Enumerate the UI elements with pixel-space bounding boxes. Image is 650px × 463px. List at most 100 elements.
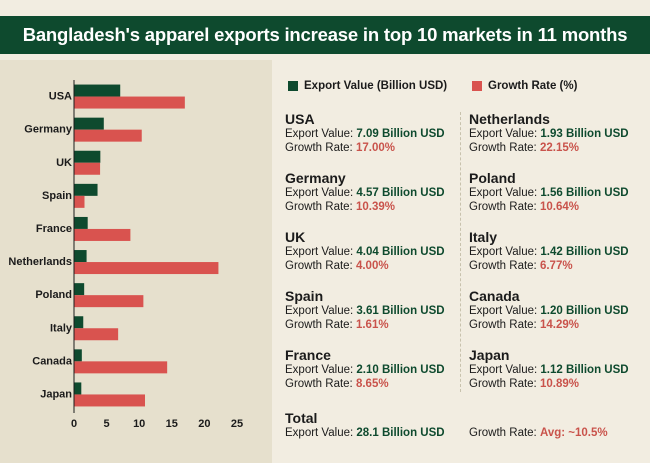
growth-prefix: Growth Rate: — [285, 201, 353, 213]
export-prefix: Export Value: — [285, 364, 354, 376]
x-tick-label: 10 — [133, 418, 145, 430]
country-card: UK Export Value: 4.04 Billion USD Growth R… — [285, 229, 465, 273]
growth-bar — [74, 361, 168, 374]
export-prefix: Export Value: — [285, 246, 354, 258]
growth-row: Growth Rate: 1.61% — [285, 318, 465, 332]
total-export-row: Export Value: 28.1 Billion USD — [285, 426, 465, 440]
growth-value: 6.77% — [539, 260, 573, 272]
growth-value: 8.65% — [355, 378, 389, 390]
growth-row: Growth Rate: 14.29% — [469, 318, 649, 332]
growth-prefix: Growth Rate: — [285, 142, 353, 154]
growth-value: 4.00% — [355, 260, 389, 272]
export-bar — [74, 216, 88, 229]
export-bar — [74, 250, 87, 263]
country-card: Poland Export Value: 1.56 Billion USD Grow… — [469, 170, 649, 214]
growth-prefix: Growth Rate: — [469, 319, 537, 331]
legend-export-label: Export Value (Billion USD) — [304, 80, 448, 92]
export-prefix: Export Value: — [285, 305, 354, 317]
page-title: Bangladesh's apparel exports increase in… — [0, 16, 650, 54]
column-divider — [460, 112, 461, 392]
growth-bar — [74, 96, 185, 109]
growth-value: 17.00% — [355, 142, 395, 154]
growth-bar — [74, 394, 146, 407]
category-label: Canada — [32, 355, 73, 367]
export-value: 7.09 Billion USD — [356, 128, 445, 140]
growth-value: 10.89% — [539, 378, 579, 390]
export-value: 1.42 Billion USD — [540, 246, 629, 258]
country-card: Netherlands Export Value: 1.93 Billion US… — [469, 111, 649, 155]
growth-value: 10.39% — [355, 201, 395, 213]
growth-row: Growth Rate: 6.77% — [469, 259, 649, 273]
growth-prefix: Growth Rate: — [285, 378, 353, 390]
growth-row: Growth Rate: 8.65% — [285, 377, 465, 391]
growth-prefix: Growth Rate: — [469, 142, 537, 154]
country-name: USA — [285, 111, 315, 127]
country-name: Poland — [469, 170, 516, 186]
category-label: France — [36, 223, 72, 235]
growth-row: Growth Rate: 4.00% — [285, 259, 465, 273]
export-row: Export Value: 2.10 Billion USD — [285, 363, 465, 377]
country-card: Canada Export Value: 1.20 Billion USD Grow… — [469, 288, 649, 332]
export-value: 4.57 Billion USD — [356, 187, 445, 199]
country-name: France — [285, 347, 331, 363]
growth-row: Growth Rate: 17.00% — [285, 141, 465, 155]
export-row: Export Value: 7.09 Billion USD — [285, 127, 465, 141]
total-export-prefix: Export Value: — [285, 427, 354, 439]
category-label: Netherlands — [8, 256, 72, 268]
growth-row: Growth Rate: 10.89% — [469, 377, 649, 391]
export-value: 1.93 Billion USD — [540, 128, 629, 140]
category-label: Italy — [50, 322, 73, 334]
x-tick-label: 5 — [104, 418, 110, 430]
country-card: Germany Export Value: 4.57 Billion USD Gro… — [285, 170, 465, 214]
legend-export-swatch — [288, 81, 298, 91]
total-name: Total — [285, 410, 318, 426]
export-bar — [74, 84, 121, 97]
growth-value: 22.15% — [539, 142, 579, 154]
growth-value: 14.29% — [539, 319, 579, 331]
country-name: UK — [285, 229, 306, 245]
category-label: USA — [49, 91, 72, 103]
growth-prefix: Growth Rate: — [285, 260, 353, 272]
growth-prefix: Growth Rate: — [469, 201, 537, 213]
export-prefix: Export Value: — [469, 246, 538, 258]
total-growth-row: Growth Rate: Avg: ~10.5% — [469, 426, 644, 440]
legend-growth-swatch — [472, 81, 482, 91]
export-prefix: Export Value: — [469, 187, 538, 199]
bar-chart: USA Germany UK Spain France Netherlands Poland… — [8, 80, 243, 430]
growth-bar — [74, 195, 85, 208]
export-bar — [74, 382, 82, 395]
x-tick-label: 20 — [198, 418, 210, 430]
country-card: France Export Value: 2.10 Billion USD Grow… — [285, 347, 465, 391]
export-value: 1.12 Billion USD — [540, 364, 629, 376]
country-name: Germany — [285, 170, 346, 186]
category-label: Spain — [42, 190, 72, 202]
export-bar — [74, 117, 104, 130]
country-name: Netherlands — [469, 111, 550, 127]
country-name: Italy — [469, 229, 498, 245]
growth-bar — [74, 162, 101, 175]
growth-bar — [74, 228, 131, 241]
total-growth: Growth Rate: Avg: ~10.5% — [469, 426, 644, 440]
total-export-value: 28.1 Billion USD — [356, 427, 445, 439]
country-card: Japan Export Value: 1.12 Billion USD Growt… — [469, 347, 649, 391]
growth-value: 10.64% — [539, 201, 579, 213]
export-bar — [74, 316, 84, 329]
growth-bar — [74, 129, 142, 142]
export-row: Export Value: 1.93 Billion USD — [469, 127, 649, 141]
export-value: 2.10 Billion USD — [356, 364, 445, 376]
export-row: Export Value: 4.04 Billion USD — [285, 245, 465, 259]
category-label: Germany — [24, 124, 73, 136]
export-row: Export Value: 3.61 Billion USD — [285, 304, 465, 318]
export-bar — [74, 150, 101, 163]
export-value: 1.56 Billion USD — [540, 187, 629, 199]
category-label: Japan — [40, 388, 72, 400]
x-tick-label: 0 — [71, 418, 77, 430]
country-card: USA Export Value: 7.09 Billion USD Growth … — [285, 111, 465, 155]
export-prefix: Export Value: — [469, 364, 538, 376]
export-value: 3.61 Billion USD — [356, 305, 445, 317]
growth-row: Growth Rate: 22.15% — [469, 141, 649, 155]
total-growth-value: Avg: ~10.5% — [539, 427, 608, 439]
growth-row: Growth Rate: 10.39% — [285, 200, 465, 214]
export-row: Export Value: 1.20 Billion USD — [469, 304, 649, 318]
export-row: Export Value: 1.12 Billion USD — [469, 363, 649, 377]
